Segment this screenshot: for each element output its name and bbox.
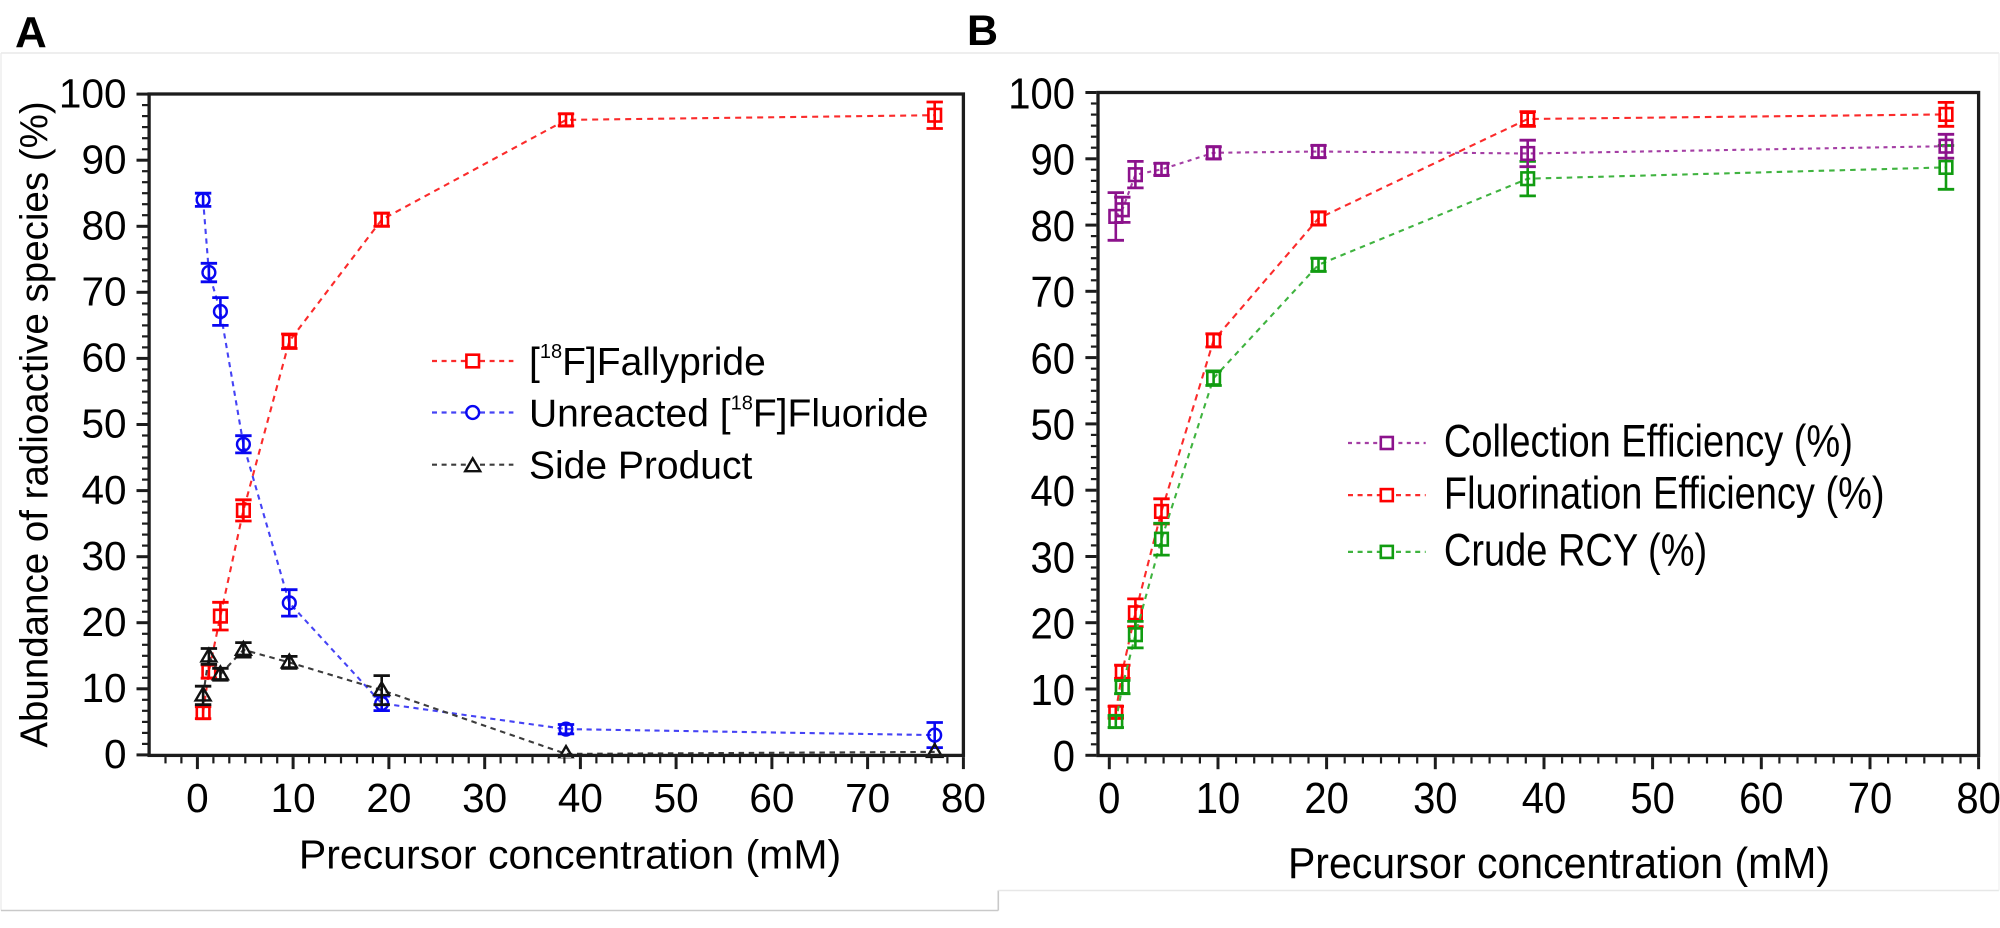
- svg-text:10: 10: [1031, 665, 1075, 714]
- svg-text:40: 40: [1031, 466, 1075, 515]
- svg-text:90: 90: [81, 136, 126, 182]
- svg-text:Crude RCY (%): Crude RCY (%): [1444, 524, 1707, 575]
- svg-text:Side Product: Side Product: [529, 445, 752, 488]
- svg-text:30: 30: [1031, 533, 1075, 582]
- svg-text:90: 90: [1031, 135, 1075, 184]
- svg-text:Collection Efficiency (%): Collection Efficiency (%): [1444, 415, 1853, 466]
- svg-text:80: 80: [81, 203, 126, 249]
- svg-text:50: 50: [654, 775, 699, 821]
- svg-text:20: 20: [81, 599, 126, 645]
- svg-text:0: 0: [1053, 731, 1075, 780]
- svg-text:[18F]Fallypride: [18F]Fallypride: [529, 341, 766, 384]
- svg-text:30: 30: [1413, 773, 1457, 822]
- svg-text:70: 70: [1031, 267, 1075, 316]
- svg-text:60: 60: [1031, 334, 1075, 383]
- svg-text:80: 80: [1956, 773, 2000, 822]
- svg-text:40: 40: [558, 775, 603, 821]
- svg-text:10: 10: [1196, 773, 1240, 822]
- svg-text:Abundance of radioactive speci: Abundance of radioactive species (%): [14, 101, 57, 747]
- svg-text:50: 50: [81, 401, 126, 447]
- svg-text:B: B: [967, 7, 998, 55]
- svg-text:Unreacted [18F]Fluoride: Unreacted [18F]Fluoride: [529, 392, 928, 435]
- svg-text:60: 60: [749, 775, 794, 821]
- svg-text:A: A: [15, 8, 47, 57]
- svg-text:50: 50: [1031, 400, 1075, 449]
- svg-text:30: 30: [81, 533, 126, 579]
- svg-text:0: 0: [186, 775, 209, 821]
- svg-text:0: 0: [104, 731, 127, 777]
- svg-text:70: 70: [845, 775, 890, 821]
- svg-text:Precursor concentration (mM): Precursor concentration (mM): [1288, 839, 1830, 887]
- svg-text:70: 70: [81, 269, 126, 315]
- svg-text:30: 30: [462, 775, 507, 821]
- svg-text:100: 100: [59, 70, 127, 116]
- svg-text:10: 10: [271, 775, 316, 821]
- svg-text:0: 0: [1098, 773, 1120, 822]
- svg-text:80: 80: [1031, 201, 1075, 250]
- svg-text:40: 40: [81, 467, 126, 513]
- svg-text:60: 60: [1739, 773, 1783, 822]
- svg-text:Precursor concentration (mM): Precursor concentration (mM): [299, 832, 841, 878]
- svg-text:20: 20: [366, 775, 411, 821]
- svg-text:20: 20: [1031, 599, 1075, 648]
- svg-text:40: 40: [1522, 773, 1566, 822]
- svg-text:20: 20: [1304, 773, 1348, 822]
- svg-text:100: 100: [1008, 69, 1075, 118]
- svg-text:50: 50: [1630, 773, 1674, 822]
- svg-text:10: 10: [81, 665, 126, 711]
- svg-text:80: 80: [941, 775, 986, 821]
- svg-text:60: 60: [81, 335, 126, 381]
- svg-text:Fluorination Efficiency (%): Fluorination Efficiency (%): [1444, 467, 1885, 518]
- svg-text:70: 70: [1848, 773, 1892, 822]
